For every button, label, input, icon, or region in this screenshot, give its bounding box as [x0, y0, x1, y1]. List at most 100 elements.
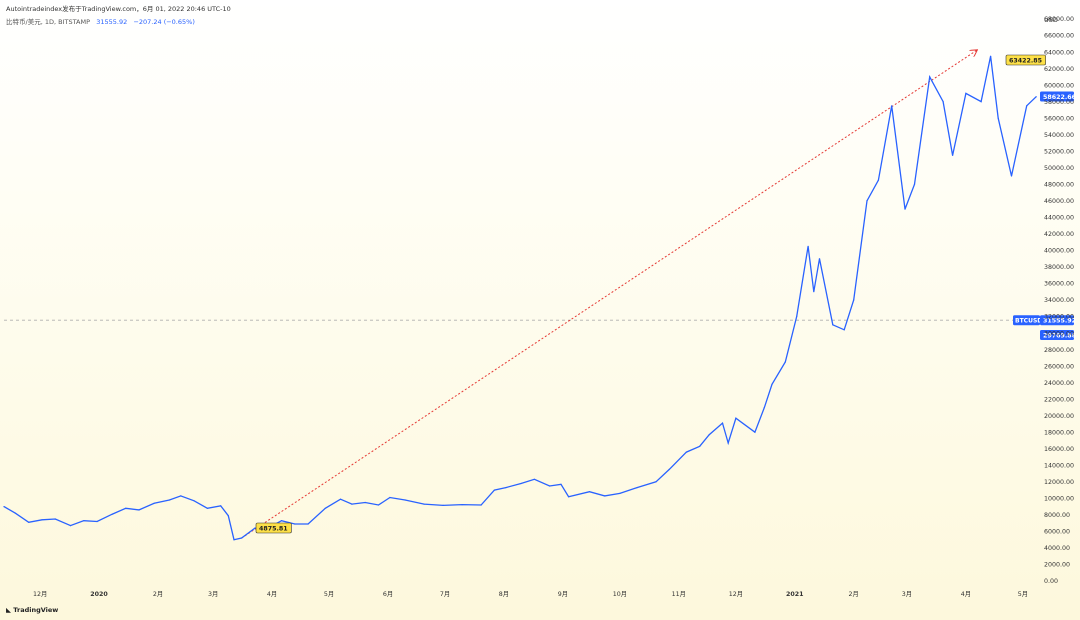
data-point	[480, 504, 482, 506]
y-tick-label: 60000.00	[1044, 82, 1074, 89]
low-price-label-box	[255, 522, 292, 534]
data-point	[929, 76, 931, 78]
data-point	[754, 431, 756, 433]
y-tick-label: 12000.00	[1044, 479, 1074, 486]
y-tick-label: 0.00	[1044, 578, 1058, 585]
data-point	[560, 483, 562, 485]
data-point	[377, 504, 380, 506]
tradingview-brand: ◣ TradingView	[6, 606, 58, 614]
btcusd-name-bg	[1013, 315, 1040, 326]
data-point	[461, 504, 463, 506]
data-point	[404, 499, 406, 501]
data-point	[818, 258, 821, 260]
data-point	[796, 315, 798, 318]
btcusd-tag-value: 31555.92	[1043, 317, 1076, 324]
data-point	[69, 525, 72, 527]
data-point	[505, 487, 507, 489]
y-tick-label: 64000.00	[1044, 49, 1074, 56]
data-point	[784, 361, 786, 363]
x-tick-label: 2020	[90, 591, 108, 598]
y-tick-label: 28000.00	[1044, 347, 1074, 354]
y-tick-label: 40000.00	[1044, 248, 1074, 255]
data-point	[280, 520, 283, 522]
y-tick-label: 4000.00	[1044, 545, 1070, 552]
data-point	[727, 442, 729, 444]
y-tick-label: 8000.00	[1044, 512, 1070, 519]
data-point	[708, 434, 710, 436]
data-point	[843, 329, 845, 331]
data-point	[604, 495, 606, 497]
y-tick-label: 10000.00	[1044, 496, 1074, 503]
y-tick-label: 50000.00	[1044, 165, 1074, 172]
y-tick-label: 52000.00	[1044, 148, 1074, 155]
y-tick-label: 44000.00	[1044, 215, 1074, 222]
data-point	[904, 208, 906, 210]
data-point	[83, 520, 85, 522]
data-point	[138, 509, 140, 511]
data-point	[493, 489, 495, 491]
data-point	[636, 487, 638, 489]
data-point	[735, 417, 737, 419]
data-point	[997, 117, 999, 119]
y-tick-label: 56000.00	[1044, 115, 1074, 122]
data-point	[685, 451, 688, 453]
data-point	[549, 485, 551, 487]
y-tick-label: 2000.00	[1044, 562, 1070, 569]
x-tick-label: 8月	[499, 590, 509, 598]
data-point	[990, 55, 992, 57]
symbol-name[interactable]: 比特币/美元, 1D, BITSTAMP	[6, 18, 91, 26]
data-point	[96, 520, 98, 523]
data-point	[699, 445, 701, 447]
low-price-label: 4875.81	[259, 525, 288, 532]
y-tick-label: 38000.00	[1044, 264, 1074, 271]
current-price-tag-bg	[1040, 91, 1074, 102]
x-tick-label: 9月	[558, 590, 568, 598]
x-tick-label: 3月	[208, 590, 218, 598]
data-point	[125, 507, 127, 509]
data-point	[520, 482, 522, 485]
data-point	[442, 504, 444, 506]
data-point	[111, 513, 113, 515]
data-point	[389, 496, 391, 499]
data-point	[533, 478, 536, 480]
x-tick-label: 2月	[153, 590, 163, 598]
x-tick-label: 5月	[324, 590, 334, 598]
data-point	[832, 324, 834, 326]
x-tick-label: 4月	[267, 590, 277, 598]
high-price-label-box	[1005, 54, 1046, 66]
high-price-label: 63422.85	[1009, 57, 1042, 64]
x-tick-label: 12月	[33, 590, 47, 598]
y-tick-label: 22000.00	[1044, 396, 1074, 403]
x-tick-label: 4月	[961, 590, 971, 598]
data-point	[364, 501, 366, 504]
btcusd-tag-name: BTCUSD	[1015, 317, 1042, 324]
data-point	[351, 503, 353, 505]
y-tick-label: 66000.00	[1044, 33, 1074, 40]
data-point	[3, 506, 5, 508]
data-point	[942, 101, 944, 103]
data-point	[668, 468, 670, 470]
y-tick-label: 34000.00	[1044, 297, 1074, 304]
y-tick-label: 30000.00	[1044, 330, 1074, 337]
data-point	[339, 498, 342, 500]
data-point	[763, 406, 766, 408]
data-point	[233, 539, 235, 541]
x-tick-label: 11月	[672, 590, 686, 598]
data-point	[807, 245, 809, 247]
data-point	[180, 495, 182, 497]
y-tick-label: 32000.00	[1044, 314, 1074, 321]
data-point	[241, 537, 243, 539]
brand-text: TradingView	[13, 606, 59, 614]
y-tick-label: 48000.00	[1044, 181, 1074, 188]
data-point	[980, 101, 982, 103]
data-point	[965, 92, 967, 94]
x-tick-label: 5月	[1018, 590, 1028, 598]
data-point	[913, 183, 916, 185]
current-price-tag: 58622.66	[1043, 94, 1077, 101]
data-point	[952, 154, 954, 156]
data-point	[1010, 175, 1013, 177]
data-point	[877, 179, 880, 181]
btc-price-line	[3, 56, 1037, 541]
data-point	[588, 491, 591, 493]
